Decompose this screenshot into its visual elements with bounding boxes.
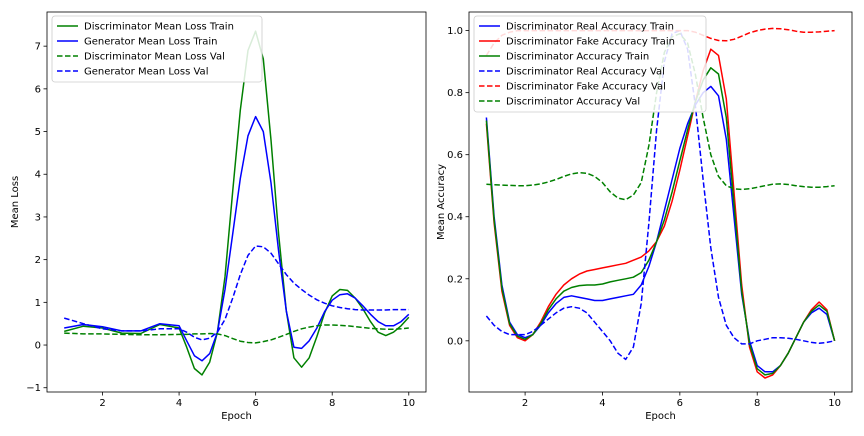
x-tick-label: 6 xyxy=(677,398,683,409)
legend-entry-label: Discriminator Mean Loss Train xyxy=(84,22,234,33)
legend: Discriminator Mean Loss Train Generator M… xyxy=(51,15,263,83)
chart-panel-1: 2 4 6 8 10 −1 0 1 2 3 4 5 6 7 Epoch Mean Loss Discrimina… xyxy=(10,11,427,422)
legend-entry-label: Generator Mean Loss Train xyxy=(84,37,218,48)
series-line-3 xyxy=(64,324,409,344)
series-line-4 xyxy=(485,29,835,361)
legend-entry-label: Discriminator Fake Accuracy Train xyxy=(506,37,675,48)
y-tick-label: 2 xyxy=(35,255,41,266)
x-tick-label: 6 xyxy=(252,398,258,409)
x-tick-label: 10 xyxy=(828,398,841,409)
y-tick-label: 3 xyxy=(35,212,41,223)
y-tick-label: 1 xyxy=(35,298,41,309)
y-axis-label: Mean Loss xyxy=(10,176,21,228)
legend-box xyxy=(473,15,707,113)
legend-entry-label: Discriminator Accuracy Train xyxy=(506,52,649,63)
y-tick-label: 4 xyxy=(35,170,41,181)
y-axis-label: Mean Accuracy xyxy=(436,164,447,240)
series-line-3 xyxy=(485,67,836,376)
series-line-2 xyxy=(64,115,410,362)
series-group xyxy=(63,30,410,376)
legend-entry-label: Discriminator Mean Loss Val xyxy=(84,52,225,63)
legend-entry-label: Generator Mean Loss Val xyxy=(84,67,208,78)
axes-frame xyxy=(468,11,853,393)
x-tick-label: 4 xyxy=(599,398,605,409)
y-tick-label: 0.6 xyxy=(447,150,463,161)
series-line-1 xyxy=(64,30,410,376)
series-line-6 xyxy=(486,32,835,201)
y-tick-label: 0.0 xyxy=(447,336,463,347)
axes-frame xyxy=(46,11,427,393)
x-tick-label: 4 xyxy=(176,398,182,409)
y-tick-label: −1 xyxy=(26,383,41,394)
x-tick-label: 8 xyxy=(329,398,335,409)
y-tick-label: 0.2 xyxy=(447,274,463,285)
legend-box xyxy=(51,15,263,83)
legend-entry-label: Discriminator Fake Accuracy Val xyxy=(506,82,666,93)
y-tick-label: 7 xyxy=(35,42,41,53)
y-tick-label: 0.8 xyxy=(447,88,463,99)
x-axis-label: Epoch xyxy=(221,411,252,422)
y-tick-label: 1.0 xyxy=(447,26,463,37)
series-line-4 xyxy=(63,245,409,341)
x-axis-label: Epoch xyxy=(645,411,676,422)
legend-entry-label: Discriminator Real Accuracy Val xyxy=(506,67,665,78)
x-tick-label: 10 xyxy=(402,398,415,409)
legend-entry-label: Discriminator Real Accuracy Train xyxy=(506,22,674,33)
y-tick-label: 0 xyxy=(35,341,41,352)
legend: Discriminator Real Accuracy Train Discrim… xyxy=(473,15,707,113)
x-tick-label: 2 xyxy=(522,398,528,409)
y-tick-label: 0.4 xyxy=(447,212,463,223)
legend-entry-label: Discriminator Accuracy Val xyxy=(506,97,640,108)
y-tick-label: 6 xyxy=(35,84,41,95)
x-tick-label: 8 xyxy=(754,398,760,409)
x-tick-label: 2 xyxy=(99,398,105,409)
y-tick-label: 5 xyxy=(35,127,41,138)
series-group xyxy=(485,27,836,379)
chart-panel-2: 2 4 6 8 10 0.0 0.2 0.4 0.6 0.8 1.0 Epoch Mean Accura… xyxy=(436,11,853,422)
